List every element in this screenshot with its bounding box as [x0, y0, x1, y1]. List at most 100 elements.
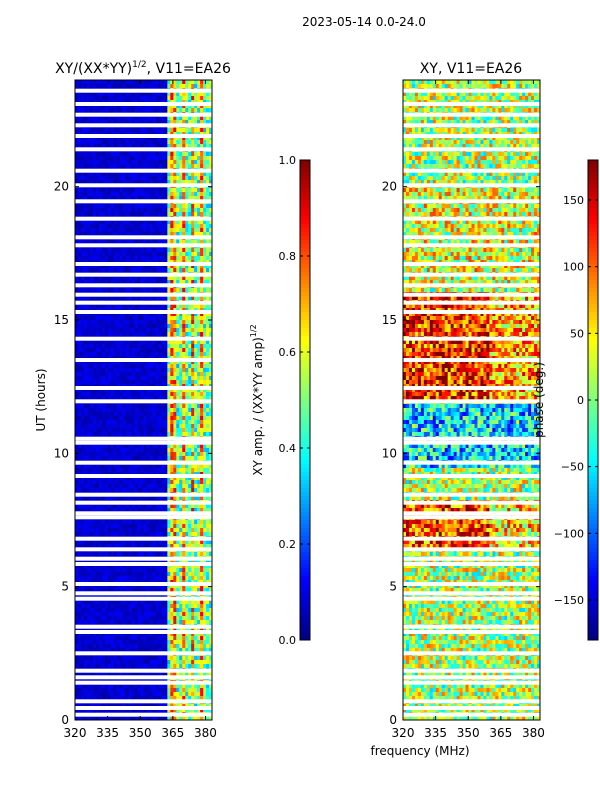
- heatmap-cell: [176, 296, 180, 301]
- heatmap-cell: [197, 224, 201, 229]
- heatmap-cell: [110, 416, 115, 421]
- heatmap-cell: [191, 280, 195, 285]
- heatmap-cell: [122, 360, 127, 365]
- heatmap-cell: [101, 196, 106, 201]
- heatmap-cell: [149, 396, 153, 401]
- heatmap-cell: [92, 208, 97, 213]
- heatmap-cell: [80, 476, 85, 481]
- heatmap-cell: [101, 480, 106, 485]
- heatmap-cell: [92, 220, 97, 225]
- heatmap-cell: [125, 344, 130, 349]
- heatmap-cell: [188, 452, 192, 457]
- heatmap-cell: [140, 484, 144, 489]
- heatmap-cell: [203, 240, 207, 245]
- heatmap-cell: [209, 368, 212, 373]
- heatmap-cell: [149, 468, 153, 473]
- heatmap-cell: [110, 504, 115, 509]
- heatmap-cell: [158, 172, 162, 177]
- heatmap-cell: [167, 220, 171, 225]
- heatmap-cell: [206, 328, 210, 333]
- heatmap-cell: [110, 480, 115, 485]
- heatmap-cell: [104, 264, 109, 269]
- heatmap-cell: [200, 252, 204, 257]
- heatmap-cell: [110, 220, 115, 225]
- heatmap-cell: [146, 320, 150, 325]
- heatmap-cell: [197, 408, 201, 413]
- heatmap-cell: [200, 452, 204, 457]
- heatmap-cell: [155, 408, 159, 413]
- heatmap-cell: [95, 332, 100, 337]
- heatmap-cell: [95, 404, 100, 409]
- heatmap-cell: [80, 504, 85, 509]
- heatmap-cell: [143, 508, 147, 513]
- heatmap-cell: [209, 256, 212, 261]
- heatmap-cell: [75, 288, 79, 293]
- heatmap-cell: [149, 320, 153, 325]
- heatmap-cell: [137, 372, 141, 377]
- heatmap-cell: [200, 276, 204, 281]
- heatmap-cell: [173, 388, 177, 393]
- heatmap-cell: [185, 368, 189, 373]
- heatmap-cell: [113, 108, 118, 113]
- heatmap-cell: [101, 476, 106, 481]
- heatmap-cell: [119, 420, 124, 425]
- heatmap-cell: [146, 104, 150, 109]
- heatmap-cell: [206, 144, 210, 149]
- heatmap-cell: [107, 416, 112, 421]
- heatmap-cell: [164, 312, 168, 317]
- heatmap-cell: [194, 228, 198, 233]
- heatmap-cell: [89, 448, 94, 453]
- heatmap-cell: [101, 104, 106, 109]
- heatmap-cell: [167, 248, 171, 253]
- heatmap-cell: [101, 188, 106, 193]
- heatmap-cell: [200, 320, 204, 325]
- heatmap-cell: [167, 508, 171, 513]
- heatmap-cell: [170, 248, 174, 253]
- heatmap-cell: [110, 388, 115, 393]
- heatmap-cell: [125, 324, 130, 329]
- heatmap-cell: [185, 504, 189, 509]
- heatmap-cell: [75, 412, 79, 417]
- heatmap-cell: [170, 496, 174, 501]
- heatmap-cell: [134, 156, 138, 161]
- heatmap-cell: [152, 364, 156, 369]
- heatmap-cell: [119, 476, 124, 481]
- heatmap-cell: [185, 140, 189, 145]
- heatmap-cell: [92, 224, 97, 229]
- heatmap-cell: [158, 120, 162, 125]
- heatmap-cell: [170, 452, 174, 457]
- heatmap-cell: [188, 256, 192, 261]
- heatmap-cell: [107, 128, 112, 133]
- heatmap-cell: [206, 120, 210, 125]
- heatmap-cell: [173, 412, 177, 417]
- heatmap-cell: [197, 232, 201, 237]
- heatmap-cell: [197, 212, 201, 217]
- heatmap-cell: [113, 432, 118, 437]
- heatmap-cell: [173, 432, 177, 437]
- heatmap-cell: [203, 388, 207, 393]
- heatmap-cell: [80, 448, 85, 453]
- heatmap-cell: [170, 360, 174, 365]
- heatmap-cell: [167, 360, 171, 365]
- heatmap-cell: [89, 232, 94, 237]
- heatmap-cell: [92, 228, 97, 233]
- heatmap-cell: [185, 276, 189, 281]
- heatmap-cell: [185, 204, 189, 209]
- heatmap-cell: [185, 228, 189, 233]
- heatmap-cell: [128, 408, 132, 413]
- heatmap-cell: [197, 240, 201, 245]
- heatmap-cell: [209, 196, 212, 201]
- heatmap-cell: [152, 232, 156, 237]
- heatmap-cell: [185, 108, 189, 113]
- heatmap-cell: [176, 412, 180, 417]
- heatmap-cell: [83, 248, 88, 253]
- heatmap-cell: [185, 320, 189, 325]
- heatmap-cell: [89, 156, 94, 161]
- heatmap-cell: [89, 152, 94, 157]
- heatmap-cell: [128, 364, 132, 369]
- heatmap-cell: [152, 360, 156, 365]
- heatmap-cell: [194, 328, 198, 333]
- heatmap-cell: [179, 412, 183, 417]
- heatmap-cell: [155, 488, 159, 493]
- heatmap-cell: [110, 116, 115, 121]
